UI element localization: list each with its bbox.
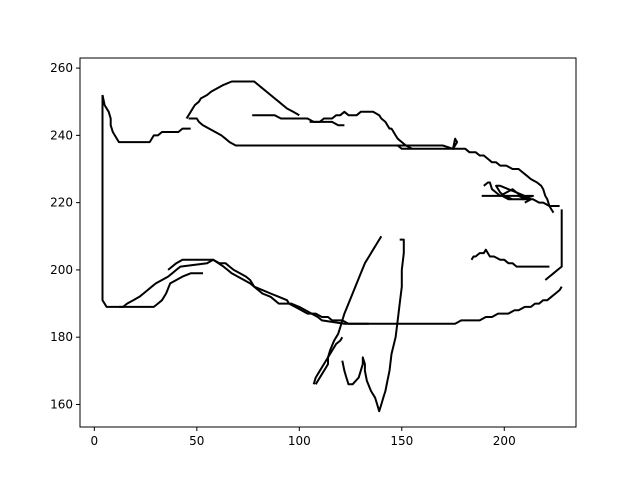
y-tick-label: 220	[50, 196, 73, 210]
y-axis: 160 180 200 220 240 260	[50, 61, 80, 411]
y-tick-label: 160	[50, 397, 73, 411]
series-line-4	[167, 258, 369, 325]
y-tick-label: 180	[50, 330, 73, 344]
x-axis: 0 50 100 150 200	[91, 427, 516, 448]
x-tick-label: 50	[189, 434, 204, 448]
x-tick-label: 150	[390, 434, 413, 448]
series-line-9	[391, 137, 459, 150]
series-line-1	[101, 95, 203, 308]
axes-frame	[79, 57, 577, 428]
series-line-3	[118, 258, 563, 325]
x-tick-label: 200	[493, 434, 516, 448]
series-line-5	[185, 80, 300, 120]
y-tick-label: 260	[50, 61, 73, 75]
x-tick-label: 100	[288, 434, 311, 448]
y-tick-label: 240	[50, 128, 73, 142]
y-tick-label: 200	[50, 263, 73, 277]
series-line-16	[481, 184, 534, 204]
series-line-13	[470, 248, 550, 268]
series-line-14	[544, 209, 563, 281]
series-line-8	[309, 110, 413, 150]
x-tick-label: 0	[91, 434, 99, 448]
series-line-2	[101, 94, 191, 144]
plot-area	[101, 80, 563, 413]
series-line-12	[341, 238, 405, 413]
series-line-11	[314, 235, 383, 385]
series-line-6	[188, 117, 555, 214]
